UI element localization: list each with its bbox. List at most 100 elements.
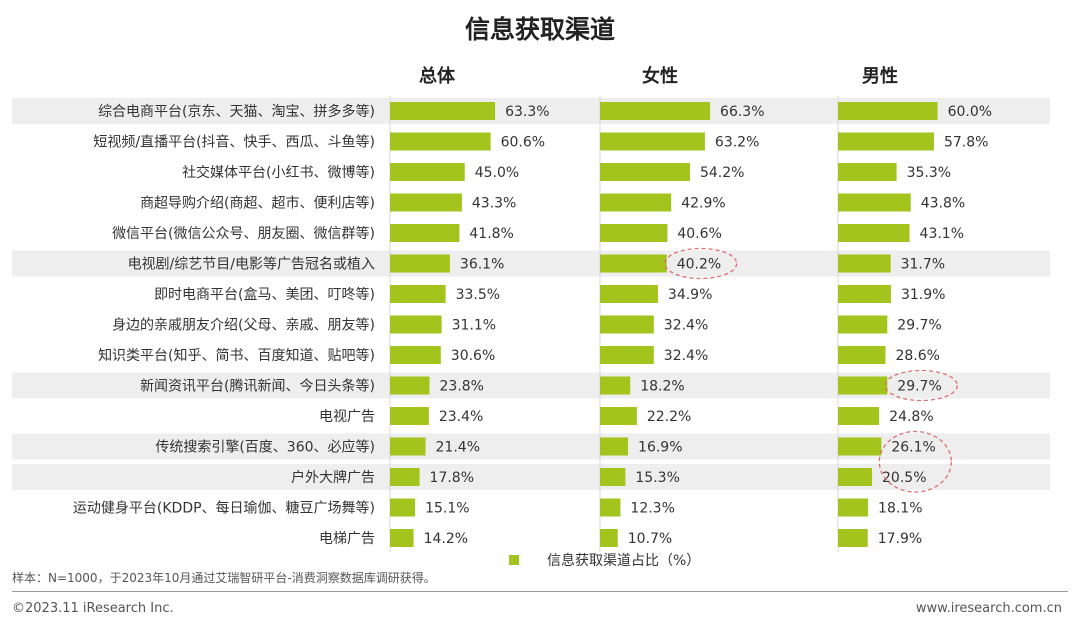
bar-value-label: 63.2% <box>715 135 759 151</box>
bar <box>390 376 430 395</box>
bar <box>390 254 450 273</box>
bar <box>390 315 442 334</box>
bar-value-label: 14.2% <box>424 531 468 547</box>
bar-value-label: 30.6% <box>451 348 495 364</box>
category-label: 户外大牌广告 <box>291 469 375 486</box>
bar <box>838 376 888 395</box>
bar <box>838 193 911 212</box>
bar-value-label: 31.9% <box>901 287 945 303</box>
bar <box>838 163 897 181</box>
bar <box>838 407 880 425</box>
bar-value-label: 12.3% <box>630 501 674 517</box>
bar <box>838 254 891 273</box>
bar-value-label: 29.7% <box>897 379 941 395</box>
bar-value-label: 43.1% <box>920 226 964 242</box>
bar-value-label: 23.8% <box>440 379 484 395</box>
legend-label: 信息获取渠道占比（%） <box>547 552 700 569</box>
bar <box>838 468 873 486</box>
bar-value-label: 21.4% <box>436 440 480 456</box>
bar <box>838 132 934 151</box>
category-label: 即时电商平台(盒马、美团、叮咚等) <box>154 286 375 303</box>
highlight-ellipse <box>884 369 958 402</box>
bar-value-label: 33.5% <box>456 287 500 303</box>
bar <box>838 285 891 303</box>
category-label: 微信平台(微信公众号、朋友圈、微信群等) <box>112 225 375 242</box>
bar <box>390 132 491 151</box>
bar-value-label: 16.9% <box>638 440 682 456</box>
website-link[interactable]: www.iresearch.com.cn <box>915 601 1062 616</box>
bar-value-label: 41.8% <box>469 226 513 242</box>
bar <box>838 529 868 547</box>
chart-title: 信息获取渠道 <box>464 15 615 44</box>
bar-value-label: 36.1% <box>460 257 504 273</box>
bar-value-label: 31.7% <box>901 257 945 273</box>
bar-value-label: 18.2% <box>640 379 684 395</box>
highlight-ellipse <box>664 247 738 280</box>
bar <box>390 285 446 303</box>
category-label: 运动健身平台(KDDP、每日瑜伽、糖豆广场舞等) <box>73 500 375 517</box>
copyright-text: ©2023.11 iResearch Inc. <box>12 601 174 616</box>
bar <box>600 468 626 486</box>
category-label: 电梯广告 <box>319 531 375 547</box>
category-label: 电视剧/综艺节目/电影等广告冠名或植入 <box>128 256 375 273</box>
bar <box>600 102 711 120</box>
bar <box>390 407 429 425</box>
bar-value-label: 43.3% <box>472 196 516 212</box>
bar-value-label: 26.1% <box>891 440 935 456</box>
bar <box>838 498 869 517</box>
bar <box>600 346 654 364</box>
bar <box>600 193 672 212</box>
bar-value-label: 66.3% <box>720 104 764 120</box>
bar-value-label: 32.4% <box>664 348 708 364</box>
bar-value-label: 54.2% <box>700 165 744 181</box>
bar-value-label: 57.8% <box>944 135 988 151</box>
sample-note: 样本：N=1000，于2023年10月通过艾瑞智研平台-消费洞察数据库调研获得。 <box>12 571 436 585</box>
bar <box>390 224 460 242</box>
bar-value-label: 17.9% <box>878 531 922 547</box>
row-stripe <box>12 464 1050 490</box>
bar <box>600 315 654 334</box>
series-header: 女性 <box>642 65 678 87</box>
bar <box>390 437 426 456</box>
category-label: 商超导购介绍(商超、超市、便利店等) <box>140 195 375 212</box>
bar-value-label: 45.0% <box>475 165 519 181</box>
category-label: 身边的亲戚朋友介绍(父母、亲戚、朋友等) <box>112 317 375 334</box>
category-label: 新闻资讯平台(腾讯新闻、今日头条等) <box>140 378 375 395</box>
bar <box>390 193 462 212</box>
bar-value-label: 40.6% <box>677 226 721 242</box>
bar <box>600 407 637 425</box>
bar <box>600 376 631 395</box>
bar <box>600 498 621 517</box>
bar <box>600 254 667 273</box>
bar-value-label: 28.6% <box>895 348 939 364</box>
bar-value-label: 31.1% <box>452 318 496 334</box>
bar-value-label: 63.3% <box>505 104 549 120</box>
bar <box>600 224 668 242</box>
bar-value-label: 17.8% <box>430 470 474 486</box>
series-header: 总体 <box>419 65 456 87</box>
footer-divider <box>12 591 1068 592</box>
bar-value-label: 60.6% <box>501 135 545 151</box>
bar <box>390 468 420 486</box>
bar <box>838 224 910 242</box>
bar <box>838 315 888 334</box>
bar <box>600 529 618 547</box>
bar <box>838 346 886 364</box>
category-label: 社交媒体平台(小红书、微博等) <box>182 164 375 181</box>
bar-value-label: 20.5% <box>882 470 926 486</box>
bar-value-label: 42.9% <box>681 196 725 212</box>
bar-value-label: 10.7% <box>628 531 672 547</box>
series-header: 男性 <box>862 65 898 87</box>
bar-value-label: 22.2% <box>647 409 691 425</box>
bar-value-label: 15.3% <box>635 470 679 486</box>
bar-value-label: 23.4% <box>439 409 483 425</box>
bar <box>838 437 882 456</box>
bar-value-label: 43.8% <box>921 196 965 212</box>
bar <box>390 163 465 181</box>
bar <box>600 285 658 303</box>
bar-value-label: 24.8% <box>889 409 933 425</box>
bar <box>838 102 938 120</box>
bar <box>600 437 629 456</box>
bar <box>390 498 416 517</box>
bar-value-label: 35.3% <box>907 165 951 181</box>
